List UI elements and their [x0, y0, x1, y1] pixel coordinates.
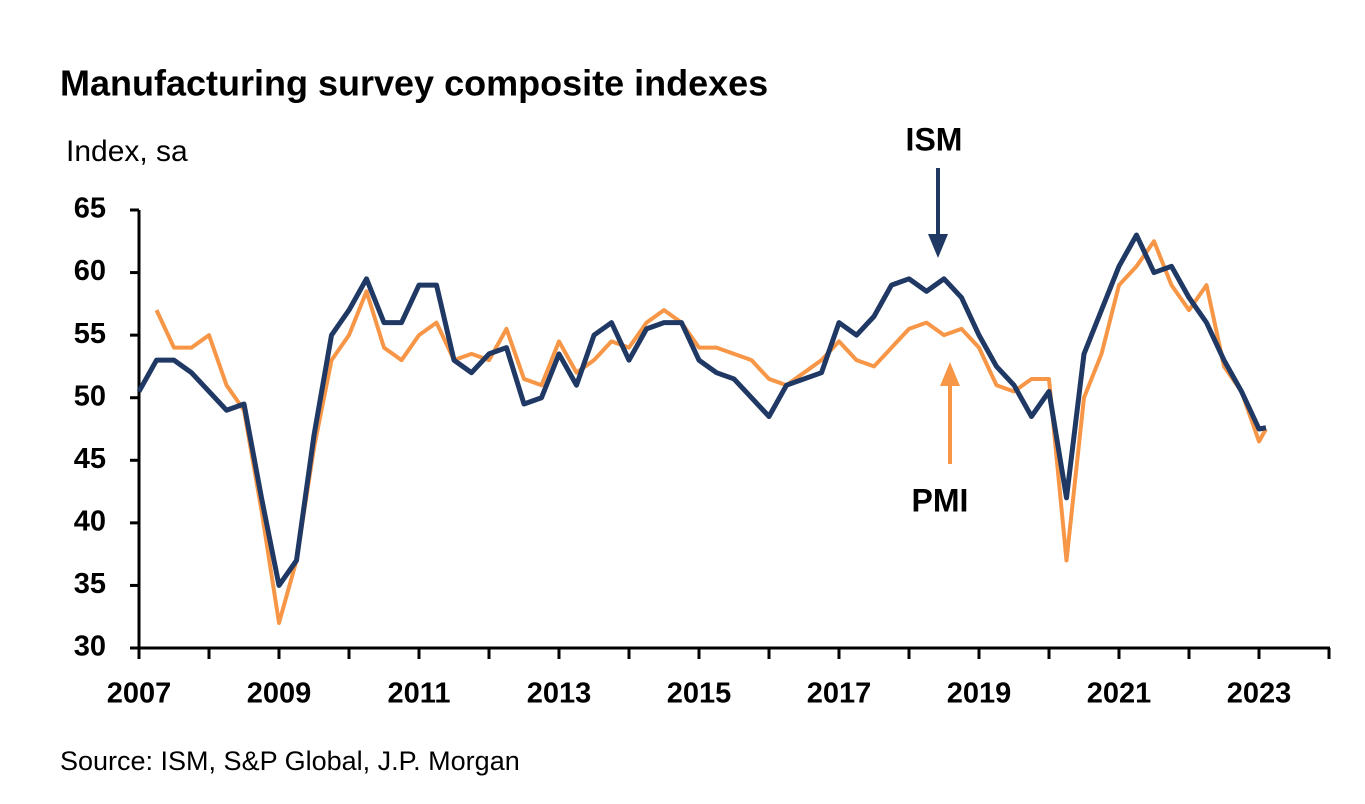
source: Source: ISM, S&P Global, J.P. Morgan	[60, 746, 520, 776]
x-tick-label: 2019	[947, 678, 1012, 710]
y-tick-label: 40	[74, 506, 106, 538]
x-tick-label: 2015	[667, 678, 732, 710]
y-axis-label: Index, sa	[66, 135, 188, 168]
annotation-arrowhead	[928, 234, 948, 258]
y-tick-label: 55	[74, 318, 106, 350]
x-tick-label: 2007	[107, 678, 172, 710]
annotation-arrowhead	[940, 362, 960, 386]
x-tick-label: 2013	[527, 678, 592, 710]
y-tick-label: 60	[74, 255, 106, 287]
x-tick-label: 2011	[388, 678, 451, 710]
series-line	[154, 239, 1268, 625]
x-tick-label: 2017	[807, 678, 872, 710]
annotation: ISM	[906, 121, 963, 157]
series-line	[136, 232, 1267, 588]
x-tick-label: 2009	[247, 678, 312, 710]
x-tick-label: 2023	[1227, 678, 1292, 710]
y-tick-label: 45	[74, 443, 106, 475]
chart-title: Manufacturing survey composite indexes	[60, 63, 768, 104]
y-tick-label: 30	[74, 631, 106, 663]
annotation: PMI	[912, 482, 969, 518]
y-tick-label: 35	[74, 568, 106, 600]
x-tick-label: 2021	[1087, 678, 1152, 710]
y-tick-label: 65	[74, 193, 106, 225]
y-tick-label: 50	[74, 380, 106, 412]
